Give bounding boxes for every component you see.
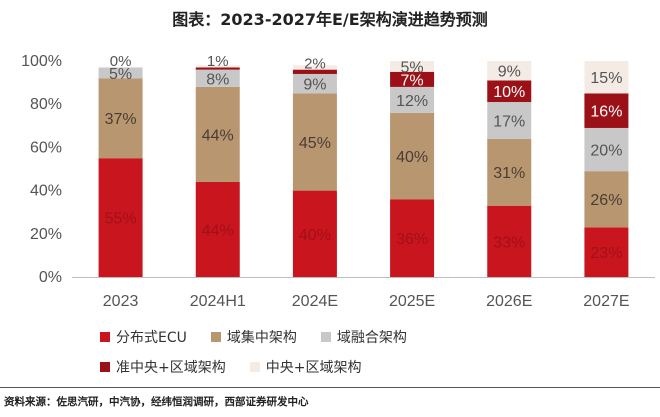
bar-segment — [195, 69, 240, 87]
legend-swatch — [210, 332, 221, 342]
bar-segment — [487, 80, 532, 103]
bar-segment — [584, 227, 629, 277]
legend-item: 域集中架构 — [210, 327, 297, 347]
bar-segment — [98, 158, 143, 277]
data-label: 26% — [590, 192, 622, 209]
data-label: 40% — [396, 149, 428, 166]
bar-segment — [584, 61, 629, 94]
chart-title: 图表：2023-2027年E/E架构演进趋势预测 — [172, 10, 488, 29]
y-tick-label: 40% — [30, 183, 62, 200]
bar-segment — [390, 71, 435, 87]
legend-swatch — [320, 332, 331, 342]
data-label: 7% — [401, 72, 424, 89]
legend-item: 中央+区域架构 — [249, 357, 362, 377]
data-label: 33% — [493, 234, 525, 251]
footer-divider — [0, 387, 660, 388]
bar-segment — [487, 205, 532, 277]
bar-segment — [487, 138, 532, 206]
y-tick-label: 20% — [30, 226, 62, 243]
legend-swatch — [100, 332, 110, 342]
source-note: 资料来源：佐思汽研，中汽协，经纬恒润调研，西部证券研发中心 — [4, 396, 309, 408]
x-tick-label: 2023 — [103, 293, 139, 310]
data-label: 12% — [396, 93, 428, 110]
data-label: 17% — [493, 113, 525, 130]
data-label: 44% — [202, 127, 234, 144]
data-label: 36% — [396, 231, 428, 248]
data-label: 15% — [590, 70, 622, 87]
data-label: 2% — [304, 55, 326, 72]
data-label: 0% — [110, 53, 132, 70]
data-label: 9% — [498, 64, 521, 81]
y-tick-label: 60% — [30, 139, 62, 156]
legend-row: 准中央+区域架构 中央+区域架构 — [100, 352, 640, 382]
legend-item: 准中央+区域架构 — [100, 357, 226, 377]
data-label: 55% — [105, 211, 137, 228]
data-label: 10% — [493, 84, 525, 101]
bar-segment — [292, 69, 337, 74]
bar-segment — [98, 67, 143, 79]
bar-segment — [195, 67, 240, 70]
bar-segment — [390, 86, 435, 113]
data-label: 45% — [299, 135, 331, 152]
data-label: 9% — [303, 77, 326, 94]
legend-item: 域融合架构 — [320, 327, 407, 347]
bar-segment — [584, 127, 629, 172]
legend-swatch — [100, 362, 110, 372]
bar-segment — [292, 73, 337, 94]
bar-segment — [584, 93, 629, 128]
bar-segment — [390, 112, 435, 200]
bar-segment — [195, 86, 240, 182]
x-tick-label: 2024E — [292, 293, 338, 310]
bar-segment — [390, 199, 435, 277]
legend-label: 域集中架构 — [226, 330, 297, 346]
bar-segment — [487, 61, 532, 81]
data-label: 5% — [401, 59, 424, 76]
data-label: 37% — [105, 111, 137, 128]
bar-segment — [292, 190, 337, 277]
bar-segment — [584, 171, 629, 228]
bar-segment — [487, 102, 532, 139]
y-tick-label: 80% — [30, 96, 62, 113]
data-label: 5% — [109, 66, 132, 83]
data-label: 16% — [590, 104, 622, 121]
data-label: 20% — [590, 143, 622, 160]
data-label: 31% — [493, 165, 525, 182]
bar-segment — [390, 61, 435, 72]
y-tick-label: 0% — [39, 269, 62, 286]
x-tick-label: 2024H1 — [190, 293, 246, 310]
chart-legend: 分布式ECU 域集中架构 域融合架构准中央+区域架构 中央+区域架构 — [100, 322, 640, 382]
data-label: 1% — [207, 53, 229, 70]
bar-segment — [98, 78, 143, 159]
bar-chart: 0% 20% 40% 60% 80% 100% 55% 37% 5% 2023 44% 44% 8% 20… — [21, 53, 655, 310]
x-tick-label: 2026E — [486, 293, 532, 310]
x-tick-label: 2027E — [583, 293, 629, 310]
data-label: 23% — [590, 245, 622, 262]
bar-segment — [292, 93, 337, 191]
data-label: 44% — [202, 222, 234, 239]
bar-segment — [195, 181, 240, 277]
data-label: 40% — [299, 227, 331, 244]
bar-segment — [292, 65, 337, 70]
legend-label: 准中央+区域架构 — [116, 360, 226, 376]
data-label: 8% — [206, 71, 229, 88]
legend-item: 分布式ECU — [100, 327, 187, 347]
legend-swatch — [249, 362, 260, 372]
legend-label: 域融合架构 — [336, 330, 407, 346]
legend-label: 中央+区域架构 — [265, 360, 362, 376]
y-tick-label: 100% — [21, 53, 62, 70]
bar-segment — [195, 65, 240, 68]
x-tick-label: 2025E — [389, 293, 435, 310]
legend-label: 分布式ECU — [116, 330, 187, 346]
legend-row: 分布式ECU 域集中架构 域融合架构 — [100, 322, 640, 352]
